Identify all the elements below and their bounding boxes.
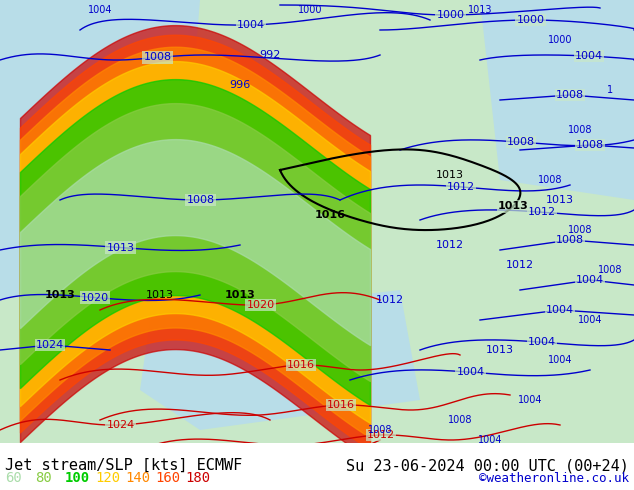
Text: 1013: 1013 (436, 170, 464, 180)
Text: 1008: 1008 (448, 415, 472, 425)
Text: 1013: 1013 (546, 195, 574, 205)
Text: 1: 1 (607, 85, 613, 95)
Text: 1016: 1016 (287, 360, 314, 370)
Text: 1004: 1004 (578, 315, 602, 325)
Text: 1024: 1024 (36, 340, 64, 350)
Text: 1012: 1012 (376, 295, 404, 305)
Text: 1008: 1008 (568, 225, 592, 235)
Text: Su 23-06-2024 00:00 UTC (00+24): Su 23-06-2024 00:00 UTC (00+24) (346, 458, 629, 473)
Text: 1008: 1008 (576, 140, 604, 150)
Text: 1012: 1012 (518, 445, 542, 455)
Text: 1012: 1012 (506, 260, 534, 270)
Text: 1013: 1013 (44, 290, 75, 300)
Text: 1020: 1020 (247, 300, 275, 310)
Text: 1013: 1013 (498, 201, 528, 211)
Text: 1008: 1008 (538, 175, 562, 185)
Text: 1013: 1013 (107, 243, 134, 252)
Text: 1008: 1008 (507, 137, 535, 147)
Text: 1008: 1008 (228, 450, 252, 460)
Text: 1000: 1000 (548, 35, 573, 45)
Text: 1008: 1008 (598, 265, 622, 275)
Text: 1020: 1020 (81, 293, 109, 302)
Text: 1008: 1008 (568, 125, 592, 135)
Text: 1004: 1004 (546, 305, 574, 315)
Text: 1004: 1004 (528, 337, 556, 347)
Text: 1013: 1013 (224, 290, 256, 300)
Text: 1013: 1013 (468, 5, 492, 15)
Text: 1004: 1004 (576, 275, 604, 285)
Text: 1008: 1008 (143, 52, 171, 62)
Text: 80: 80 (35, 471, 52, 485)
Text: 1016: 1016 (314, 210, 346, 220)
Text: 1000: 1000 (517, 15, 545, 25)
Text: 1008: 1008 (556, 235, 584, 245)
Text: 1012: 1012 (436, 240, 464, 250)
Polygon shape (0, 0, 200, 300)
Text: 1008: 1008 (368, 425, 392, 435)
Text: 100: 100 (65, 471, 90, 485)
Text: Jet stream/SLP [kts] ECMWF: Jet stream/SLP [kts] ECMWF (5, 458, 242, 473)
Text: 1012: 1012 (447, 182, 475, 192)
Text: 1008: 1008 (298, 445, 322, 455)
Text: 60: 60 (5, 471, 22, 485)
Text: ©weatheronline.co.uk: ©weatheronline.co.uk (479, 471, 629, 485)
Polygon shape (140, 290, 420, 430)
Text: 1013: 1013 (146, 290, 174, 300)
Text: 996: 996 (230, 80, 250, 90)
Text: 1004: 1004 (236, 20, 265, 30)
Text: 1004: 1004 (478, 435, 502, 445)
Text: 1024: 1024 (107, 420, 134, 430)
Text: 1004: 1004 (518, 395, 542, 405)
Text: 1012: 1012 (528, 207, 556, 217)
Text: 1000: 1000 (437, 10, 465, 20)
Text: 1004: 1004 (548, 355, 573, 365)
Text: 1004: 1004 (456, 367, 484, 377)
Bar (0, 443, 634, 490)
Text: 1004: 1004 (575, 51, 603, 61)
Text: 1008: 1008 (186, 195, 215, 205)
Text: 992: 992 (259, 50, 281, 60)
Polygon shape (480, 0, 634, 200)
Text: 1012: 1012 (366, 430, 395, 440)
Text: 1016: 1016 (327, 400, 355, 410)
Text: 160: 160 (155, 471, 180, 485)
Text: 1004: 1004 (87, 5, 112, 15)
Text: 1000: 1000 (298, 5, 322, 15)
Text: 120: 120 (95, 471, 120, 485)
Text: 1020: 1020 (191, 445, 219, 455)
Text: 1008: 1008 (556, 90, 584, 100)
Text: 140: 140 (125, 471, 150, 485)
Text: 1013: 1013 (486, 345, 514, 355)
Text: 180: 180 (185, 471, 210, 485)
